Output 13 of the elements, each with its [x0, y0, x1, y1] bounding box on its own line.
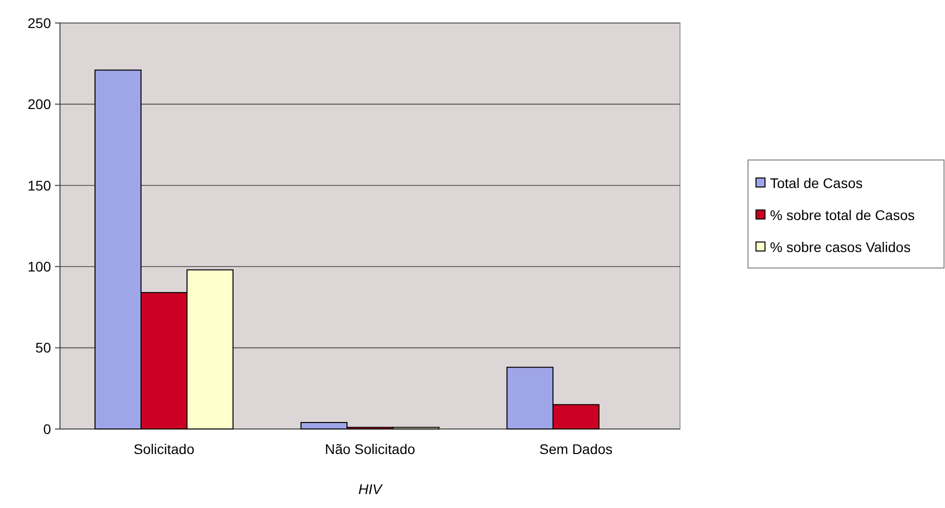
y-tick-label: 50 [35, 340, 52, 356]
x-tick-label: Não Solicitado [324, 441, 416, 457]
y-tick-label: 150 [28, 177, 52, 194]
legend-label: % sobre casos Validos [770, 238, 911, 255]
x-tick-label: Sem Dados [539, 441, 613, 457]
x-axis-title: HIV [358, 481, 384, 497]
y-tick-label: 250 [28, 14, 52, 31]
legend-label: % sobre total de Casos [770, 206, 915, 223]
x-tick-label: Solicitado [134, 441, 195, 457]
legend-label: Total de Casos [770, 174, 863, 191]
y-tick-label: 100 [28, 258, 52, 274]
y-tick-label: 0 [43, 420, 52, 437]
y-tick-label: 200 [28, 96, 52, 112]
